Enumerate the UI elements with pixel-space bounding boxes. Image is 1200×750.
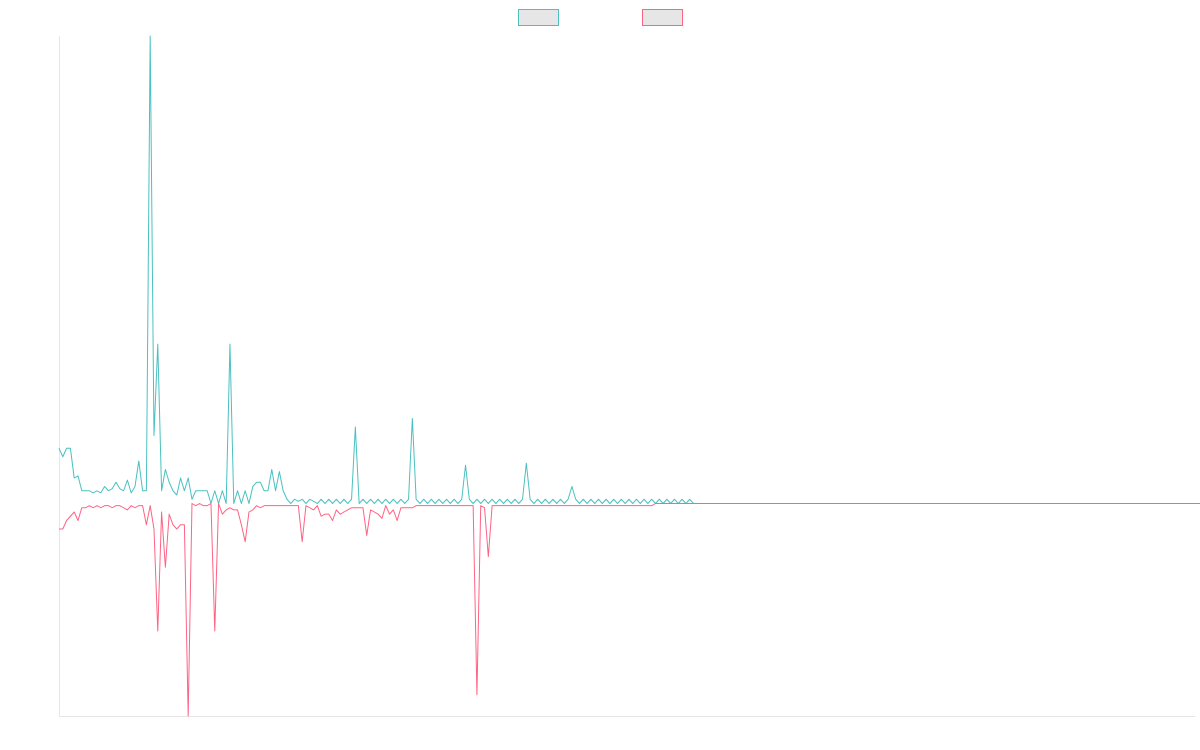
legend-swatch-0[interactable] <box>518 9 559 26</box>
series-layer <box>58 35 1200 717</box>
series-line-0 <box>58 35 1200 504</box>
series-line-1 <box>59 503 1200 717</box>
legend[interactable] <box>518 9 683 26</box>
legend-swatch-1[interactable] <box>642 9 683 26</box>
